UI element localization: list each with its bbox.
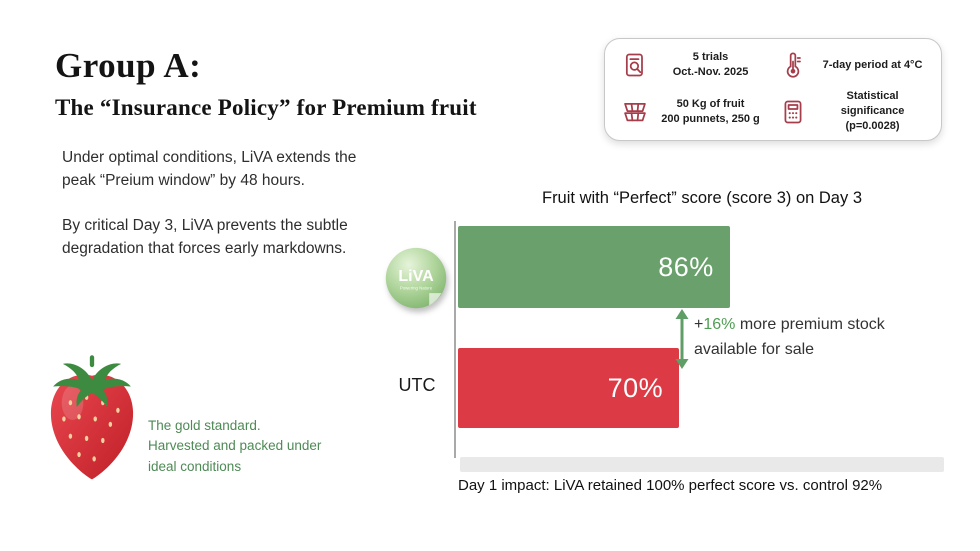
calculator-icon	[779, 98, 807, 126]
liva-logo: LiVA Powering Nature	[383, 246, 449, 312]
bar-value-label: 70%	[607, 372, 664, 403]
page-title: Group A:	[55, 46, 202, 85]
clipboard-trials-icon	[621, 51, 649, 79]
category-label-utc: UTC	[398, 375, 436, 395]
left-text-panel: Under optimal conditions, LiVA extends t…	[62, 146, 364, 281]
baseline-band	[460, 457, 944, 472]
bar-utc: 70%	[458, 348, 680, 428]
stat-trials: 5 trials Oct.-Nov. 2025	[611, 43, 769, 87]
delta-rest: more premium stock available for sale	[694, 316, 885, 358]
stat-significance: Statistical significance (p=0.0028)	[769, 87, 935, 136]
stats-card: 5 trials Oct.-Nov. 2025 7-day period at …	[604, 38, 942, 141]
delta-arrow-icon	[672, 309, 692, 369]
title-block: Group A: The “Insurance Policy” for Prem…	[55, 46, 477, 121]
chart-title: Fruit with “Perfect” score (score 3) on …	[541, 189, 862, 207]
liva-logo-name: LiVA	[398, 267, 434, 285]
liva-logo-tagline: Powering Nature	[400, 285, 433, 290]
delta-annotation: +16% more premium stock available for sa…	[694, 313, 886, 363]
body-paragraph-2: By critical Day 3, LiVA prevents the sub…	[62, 216, 348, 257]
body-paragraph-1: Under optimal conditions, LiVA extends t…	[62, 149, 357, 190]
bar-liva: 86%	[458, 226, 730, 308]
stat-line1: 50 Kg of fruit	[676, 97, 745, 110]
stat-line2: Oct.-Nov. 2025	[672, 66, 749, 79]
stat-line2: (p=0.0028)	[845, 120, 900, 133]
stat-line2: 200 punnets, 250 g	[661, 112, 760, 125]
stat-period: 7-day period at 4°C	[769, 43, 935, 87]
y-axis-line	[454, 221, 456, 458]
strawberry-caption: The gold standard. Harvested and packed …	[148, 418, 322, 474]
stat-line1: Statistical significance	[840, 90, 905, 118]
stat-line1: 7-day period at 4°C	[822, 58, 923, 71]
strawberry-image	[38, 354, 146, 486]
stat-fruit: 50 Kg of fruit 200 punnets, 250 g	[611, 87, 769, 136]
chart-footnote: Day 1 impact: LiVA retained 100% perfect…	[458, 477, 883, 494]
delta-plus: +	[694, 316, 704, 333]
stat-line1: 5 trials	[692, 51, 729, 64]
bar-chart: 86% 70%	[458, 226, 774, 428]
punnets-icon	[621, 98, 649, 126]
bar-value-label: 86%	[658, 251, 714, 282]
page-subtitle: The “Insurance Policy” for Premium fruit	[55, 95, 477, 120]
delta-value: 16%	[703, 316, 736, 333]
thermometer-icon	[779, 51, 807, 79]
